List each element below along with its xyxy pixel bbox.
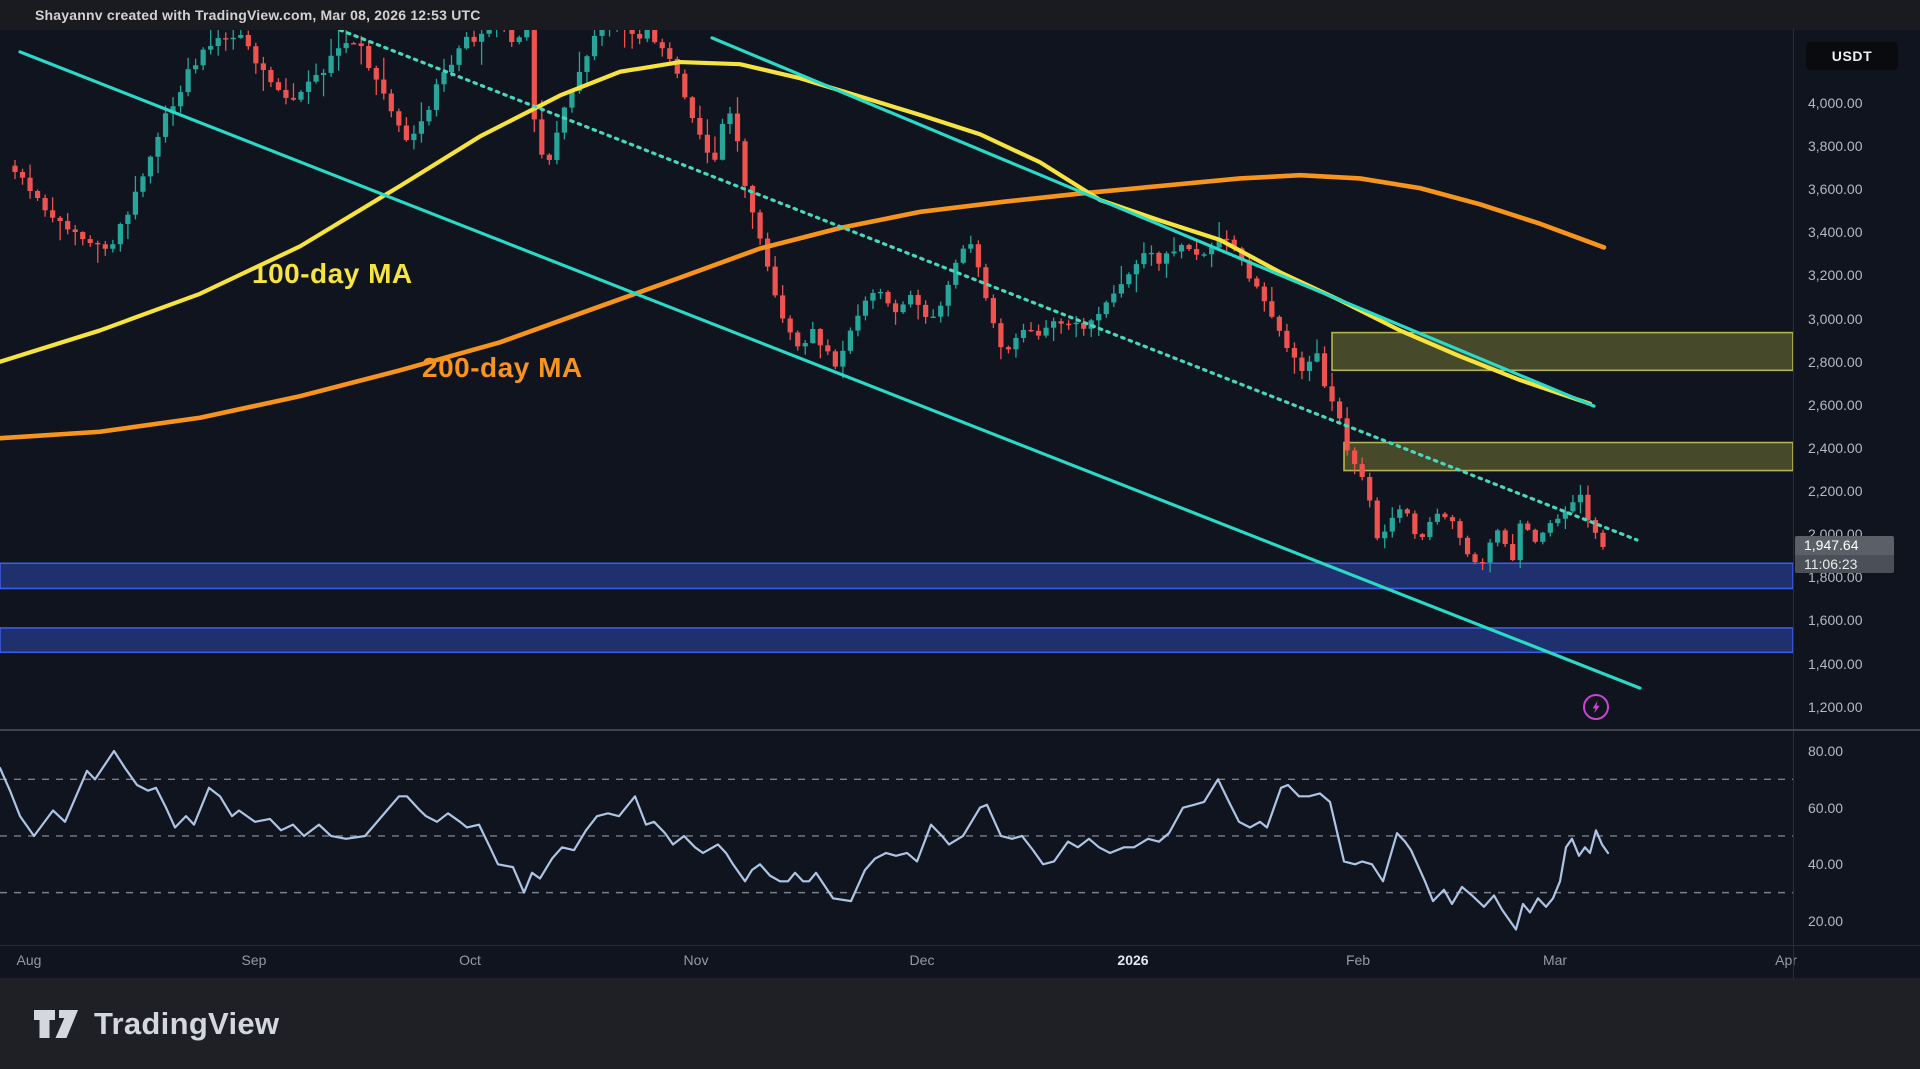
rsi-tick-label: 80.00	[1808, 743, 1844, 759]
price-tick-label: 3,600.00	[1808, 181, 1863, 198]
quote-currency-badge[interactable]: USDT	[1806, 42, 1898, 70]
price-tick-label: 2,800.00	[1808, 353, 1863, 370]
time-axis-label-feb: Feb	[1345, 952, 1371, 968]
price-tick-label: 1,200.00	[1808, 698, 1863, 715]
time-axis-label-2026: 2026	[1117, 952, 1149, 968]
tradingview-logo-icon	[34, 1009, 78, 1038]
trendline-channel-bottom	[18, 50, 1642, 690]
price-chart-pane[interactable]	[0, 30, 1793, 729]
ma200-annotation-label: 200-day MA	[422, 352, 583, 383]
time-axis[interactable]: Aug Sep Oct Nov Dec 2026 Feb Mar Apr	[0, 945, 1797, 978]
lightning-boost-button[interactable]	[1583, 694, 1609, 720]
price-tick-label: 3,800.00	[1808, 138, 1863, 155]
zone-resistance-lower	[1343, 441, 1793, 472]
price-scale[interactable]: USDT 4,000.00 3,800.00 3,600.00 3,400.00 3,2…	[1793, 30, 1920, 978]
rsi-tick-label: 40.00	[1808, 856, 1844, 873]
price-tick-label: 2,600.00	[1808, 396, 1863, 413]
time-axis-label-nov: Nov	[683, 952, 709, 968]
trendline-channel-mid-dotted	[338, 30, 1639, 542]
price-tick-label: 1,400.00	[1808, 655, 1863, 672]
last-price-label: 1,947.64 11:06:23	[1795, 536, 1894, 573]
price-tick-label: 3,000.00	[1808, 310, 1863, 327]
top-attribution-bar: Shayannv created with TradingView.com, M…	[0, 0, 1920, 30]
price-tick-label: 1,600.00	[1808, 612, 1863, 629]
footer-bar: TradingView	[0, 978, 1920, 1069]
pane-divider[interactable]	[0, 729, 1920, 731]
price-tick-label: 4,000.00	[1808, 95, 1863, 111]
rsi-tick-label: 20.00	[1808, 912, 1844, 929]
zone-resistance-upper	[1331, 331, 1793, 372]
tradingview-logo[interactable]: TradingView	[33, 1006, 279, 1042]
price-tick-label: 1,800.00	[1808, 569, 1863, 586]
rsi-tick-label: 60.00	[1808, 799, 1844, 816]
time-axis-border	[0, 945, 1920, 946]
time-axis-label-mar: Mar	[1542, 952, 1568, 968]
zone-support-lower	[0, 627, 1793, 654]
ma100-annotation-label: 100-day MA	[252, 258, 413, 289]
time-axis-label-dec: Dec	[909, 952, 935, 968]
price-tick-label: 3,400.00	[1808, 224, 1863, 241]
price-tick-label: 2,400.00	[1808, 439, 1863, 456]
rsi-line	[0, 749, 1610, 931]
last-price-value: 1,947.64	[1795, 536, 1894, 555]
bar-countdown: 11:06:23	[1795, 555, 1894, 573]
rsi-indicator-pane[interactable]	[0, 731, 1793, 945]
trendline-channel-top	[710, 36, 1596, 408]
zone-support-upper	[0, 562, 1793, 590]
lightning-icon	[1592, 701, 1600, 714]
time-axis-label-oct: Oct	[459, 952, 481, 968]
time-axis-label-aug: Aug	[16, 952, 42, 968]
attribution-text: Shayannv created with TradingView.com, M…	[35, 7, 481, 23]
price-tick-label: 2,200.00	[1808, 483, 1863, 500]
tradingview-logo-text: TradingView	[94, 1005, 280, 1041]
price-tick-label: 3,200.00	[1808, 267, 1863, 284]
time-axis-label-sep: Sep	[241, 952, 267, 968]
time-axis-label-apr: Apr	[1775, 952, 1797, 968]
